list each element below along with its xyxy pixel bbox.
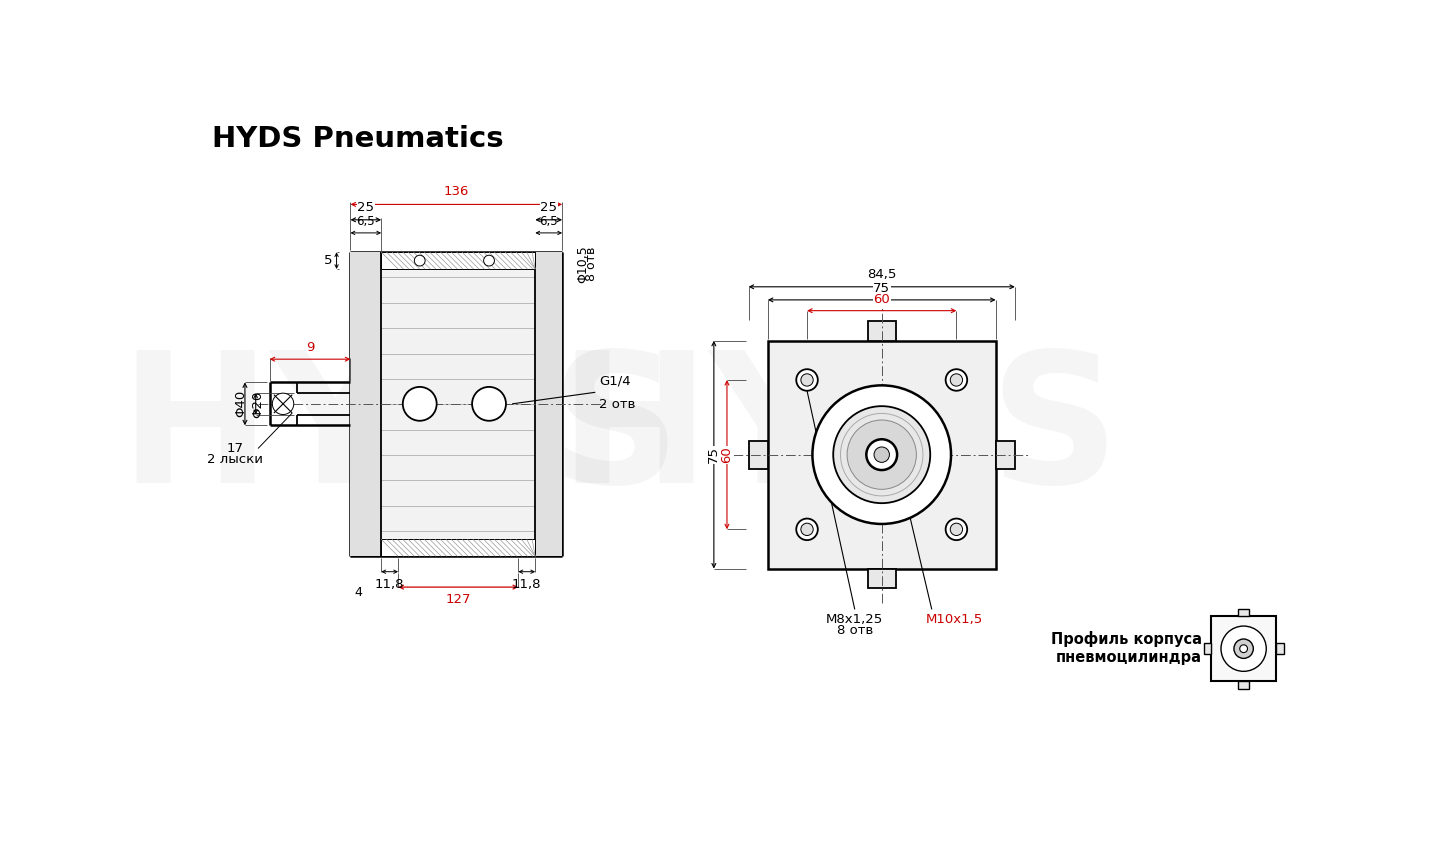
Circle shape — [945, 518, 967, 540]
Circle shape — [847, 420, 916, 490]
Circle shape — [403, 387, 436, 421]
Text: 6,5: 6,5 — [539, 215, 558, 229]
Text: 75: 75 — [708, 446, 721, 463]
Text: 127: 127 — [445, 593, 471, 606]
Circle shape — [273, 394, 294, 415]
Text: G1/4: G1/4 — [599, 375, 631, 388]
Text: Φ40: Φ40 — [235, 390, 248, 417]
Circle shape — [834, 406, 931, 503]
Bar — [381, 540, 535, 556]
Text: 75: 75 — [873, 281, 890, 294]
Bar — [748, 441, 767, 468]
Circle shape — [945, 369, 967, 391]
Text: 4: 4 — [354, 586, 362, 598]
Text: 5: 5 — [325, 254, 332, 267]
Bar — [1238, 681, 1248, 688]
Text: HYDS: HYDS — [119, 345, 681, 521]
Circle shape — [484, 255, 494, 266]
Text: 8 отв: 8 отв — [586, 246, 599, 280]
Bar — [869, 321, 896, 341]
Text: Профиль корпуса: Профиль корпуса — [1051, 632, 1202, 648]
Circle shape — [866, 439, 898, 470]
Bar — [1204, 643, 1211, 654]
Text: 11,8: 11,8 — [512, 578, 541, 591]
Text: 25: 25 — [357, 201, 374, 214]
Text: 2 лыски: 2 лыски — [207, 453, 262, 466]
Circle shape — [1221, 626, 1266, 672]
Circle shape — [473, 387, 506, 421]
Circle shape — [812, 385, 951, 524]
Text: 25: 25 — [541, 201, 557, 214]
Text: 8 отв: 8 отв — [837, 624, 873, 637]
Text: HYDS Pneumatics: HYDS Pneumatics — [212, 125, 503, 153]
Text: 60: 60 — [721, 446, 734, 463]
Bar — [351, 252, 381, 556]
Bar — [351, 252, 563, 556]
Bar — [869, 569, 896, 588]
Circle shape — [1240, 645, 1247, 653]
Bar — [381, 252, 535, 269]
Text: M10x1,5: M10x1,5 — [927, 614, 983, 626]
Circle shape — [800, 524, 813, 536]
Text: 136: 136 — [444, 185, 468, 198]
Text: пневмоцилиндра: пневмоцилиндра — [1056, 650, 1202, 666]
Bar — [535, 252, 563, 556]
Text: 9: 9 — [306, 341, 315, 354]
Text: 6,5: 6,5 — [357, 215, 376, 229]
Circle shape — [800, 374, 813, 386]
Text: 17: 17 — [226, 442, 244, 455]
Circle shape — [796, 369, 818, 391]
Text: HYDS: HYDS — [558, 345, 1121, 521]
Text: Φ20: Φ20 — [251, 390, 264, 417]
Circle shape — [796, 518, 818, 540]
Circle shape — [415, 255, 425, 266]
Bar — [1276, 643, 1283, 654]
Text: Φ10,5: Φ10,5 — [576, 245, 589, 282]
Text: M8x1,25: M8x1,25 — [826, 614, 883, 626]
Circle shape — [1234, 639, 1253, 659]
Text: 2 отв: 2 отв — [599, 399, 635, 411]
Text: 11,8: 11,8 — [376, 578, 405, 591]
Circle shape — [950, 374, 963, 386]
Bar — [996, 441, 1015, 468]
Bar — [1211, 616, 1276, 681]
Text: 84,5: 84,5 — [867, 268, 896, 280]
Bar — [767, 341, 996, 569]
Circle shape — [874, 447, 889, 462]
Text: 60: 60 — [873, 293, 890, 306]
Circle shape — [950, 524, 963, 536]
Bar — [1238, 609, 1248, 616]
